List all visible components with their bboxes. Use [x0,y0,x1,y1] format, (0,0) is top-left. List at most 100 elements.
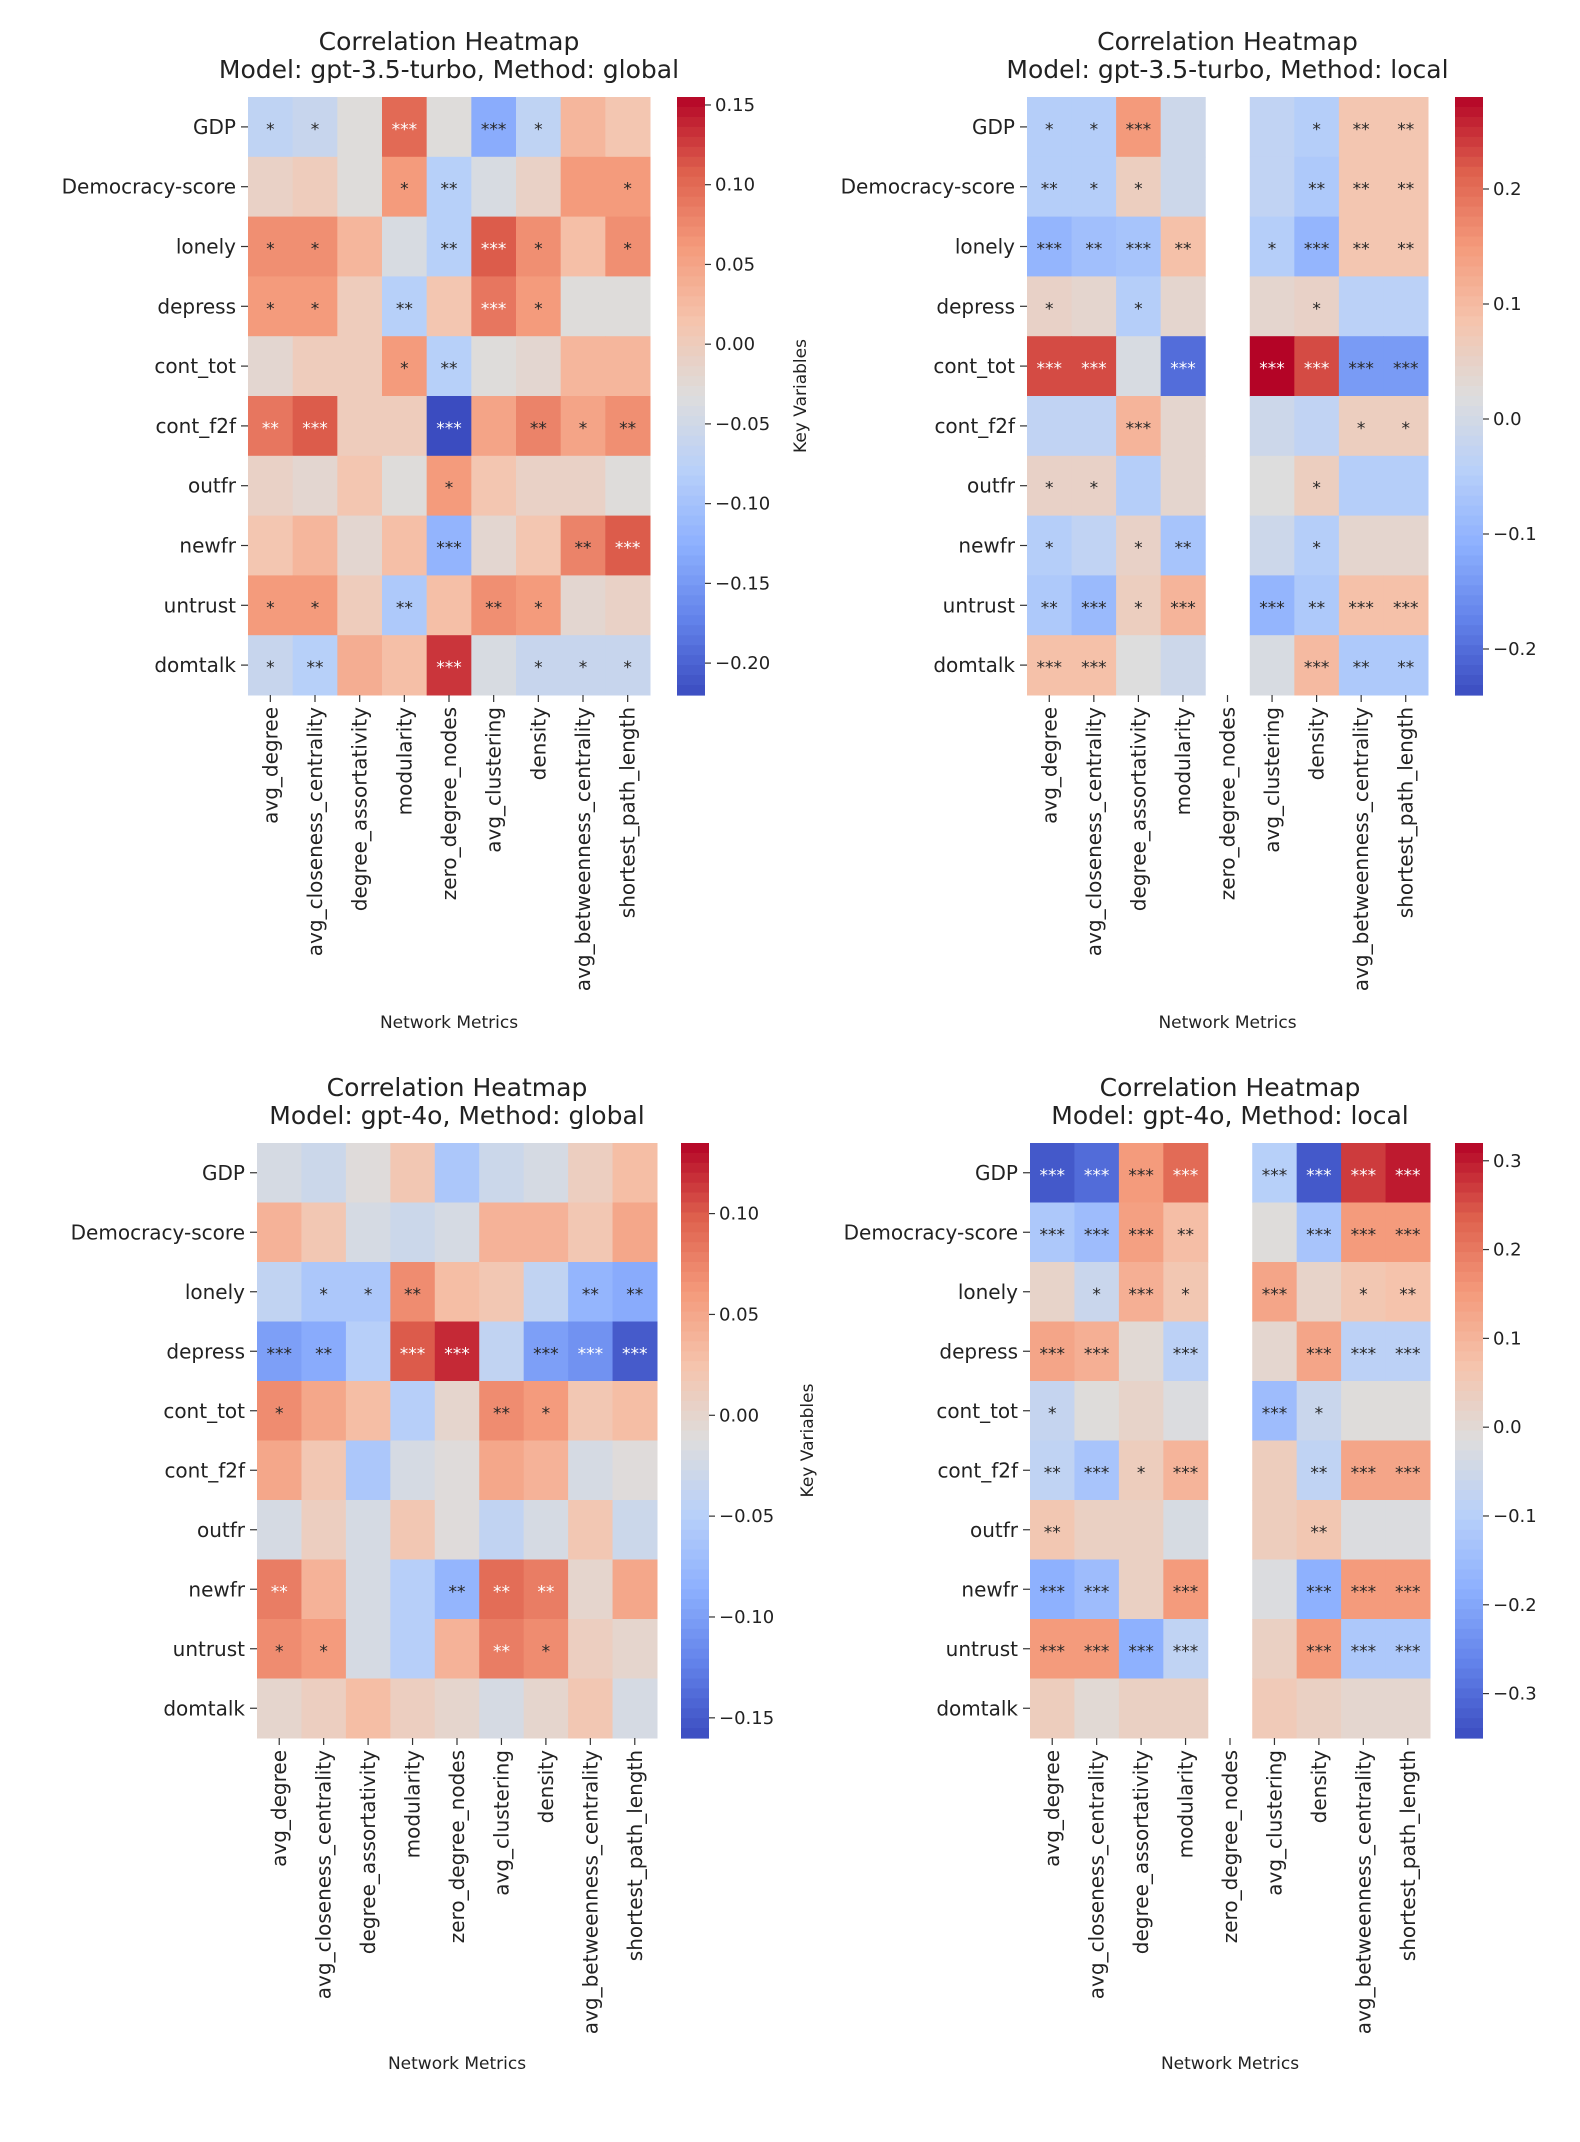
colorbar-segment [1455,525,1483,537]
significance-label: *** [1393,598,1419,618]
colorbar-segment [1455,1579,1483,1590]
x-tick-label: density [1307,1750,1331,1823]
significance-label: ** [1353,120,1370,140]
heatmap-cell [560,635,606,696]
colorbar-segment [1455,1291,1483,1303]
significance-label: ** [441,180,458,200]
heatmap-cell [390,1619,436,1679]
heatmap-cell [1116,455,1162,517]
heatmap-cell [1341,1262,1387,1322]
colorbar-segment [677,545,705,557]
significance-label: * [1092,1285,1101,1305]
significance-label: * [400,180,409,200]
colorbar-segment [677,615,705,626]
heatmap-cell [1163,1202,1209,1263]
heatmap-cell [605,575,651,636]
significance-label: * [319,1642,328,1662]
significance-label: * [623,180,632,200]
heatmap-cell [434,1500,480,1560]
colorbar-segment [677,535,705,547]
colorbar-segment [1455,1182,1483,1194]
heatmap-cell [1249,336,1295,397]
x-tick-label: modularity [1174,1750,1198,1859]
heatmap-cell [568,1381,614,1441]
heatmap-cell [292,336,338,397]
colorbar-tick-label: −0.15 [719,1708,774,1729]
significance-label: *** [436,658,462,678]
significance-label: * [534,240,543,260]
heatmap-cell [1252,1262,1298,1322]
significance-label: * [1312,299,1321,319]
colorbar-segment [681,1232,709,1243]
heatmap-cell [1294,515,1340,576]
colorbar-segment [1455,1410,1483,1422]
colorbar-tick-label: 0.2 [1493,179,1522,200]
heatmap-cell [382,216,428,277]
heatmap-cell [1163,1262,1209,1322]
colorbar-segment [681,1410,709,1422]
significance-label: *** [392,120,418,140]
heatmap-cell [471,396,517,457]
heatmap-cell [568,1202,614,1263]
colorbar-segment [1455,615,1483,626]
heatmap-cell [1341,1381,1387,1441]
heatmap-cell [257,1381,302,1441]
significance-label: ** [530,419,547,439]
colorbar-segment [1455,1678,1483,1690]
significance-label: ** [1308,180,1325,200]
heatmap-cell [1074,1262,1120,1322]
colorbar-segment [1455,1202,1483,1214]
x-axis-label: Network Metrics [388,2054,526,2074]
significance-label: * [1134,539,1143,559]
heatmap-cell [1163,1321,1209,1382]
heatmap-cell [1027,635,1073,696]
heatmap-cell [605,455,651,517]
heatmap-cell [1116,515,1162,576]
significance-label: * [1090,479,1099,499]
colorbar-segment [1455,1728,1483,1739]
heatmap-cell [1027,515,1073,576]
colorbar-segment [681,1698,709,1709]
heatmap-cell [1071,515,1117,576]
heatmap-cell [560,575,606,636]
colorbar-segment [1455,396,1483,407]
heatmap-cell [568,1321,614,1382]
colorbar-tick-label: 0.0 [1493,1417,1522,1438]
x-tick-label: avg_degree [258,707,282,824]
colorbar-segment [1455,1589,1483,1600]
heatmap-cell [1294,97,1340,158]
colorbar-segment [677,455,705,467]
chart-subtitle: Model: gpt-3.5-turbo, Method: local [1006,55,1448,84]
heatmap-cell [479,1262,525,1322]
colorbar-tick-label: −0.1 [1493,1506,1537,1527]
y-tick-label: newfr [179,534,236,558]
significance-label: *** [1039,1642,1065,1662]
significance-label: *** [400,1344,426,1364]
heatmap-cell [390,1559,436,1620]
heatmap-cell [471,216,517,277]
heatmap-cell [1338,575,1384,636]
colorbar-segment [1455,1301,1483,1313]
significance-label: ** [485,598,502,618]
heatmap-cell [1385,1381,1431,1441]
y-tick-label: domtalk [154,653,236,677]
colorbar-segment [677,635,705,646]
significance-label: *** [302,419,328,439]
heatmap-cell [248,216,294,277]
heatmap-cell [471,455,517,517]
colorbar-segment [677,505,705,517]
x-tick-label: density [1305,707,1329,780]
significance-label: * [275,1642,284,1662]
colorbar-segment [1455,1192,1483,1204]
heatmap-cell [479,1500,525,1560]
colorbar-segment [1455,1252,1483,1263]
colorbar-segment [1455,1470,1483,1481]
heatmap-cell [1385,1262,1431,1322]
heatmap-cell [1252,1619,1298,1679]
heatmap-cell [1296,1500,1342,1560]
significance-label: ** [1397,658,1414,678]
x-tick-label: degree_assortativity [1129,1750,1153,1954]
heatmap-cell [257,1143,302,1203]
heatmap-cell [605,156,651,218]
